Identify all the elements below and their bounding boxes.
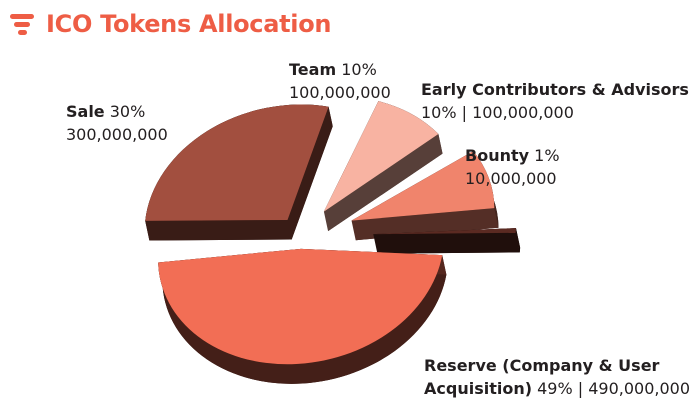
slice-bounty-edge: [373, 228, 521, 254]
label-early-contributors: Early Contributors & Advisors 10% | 100,…: [421, 78, 689, 124]
label-reserve: Reserve (Company & User Acquisition) 49%…: [424, 354, 690, 400]
label-team: Team 10% 100,000,000: [289, 58, 391, 104]
label-team-pct: 10%: [341, 60, 377, 79]
label-sale-name: Sale: [66, 102, 105, 121]
label-bounty-value: 10,000,000: [465, 169, 557, 188]
slice-team: [323, 101, 439, 212]
stacked-bars-logo-icon: [10, 14, 34, 35]
slice-reserve-wall: [158, 255, 447, 384]
slice-reserve: [158, 248, 443, 365]
label-bounty-name: Bounty: [465, 146, 530, 165]
label-bounty-pct: 1%: [534, 146, 560, 165]
label-early-name: Early Contributors & Advisors: [421, 80, 689, 99]
slice-sale: [145, 104, 329, 221]
slice-early-contributors: [351, 151, 495, 221]
label-team-name: Team: [289, 60, 337, 79]
label-team-value: 100,000,000: [289, 83, 391, 102]
label-reserve-name-1: Reserve (Company & User: [424, 356, 660, 375]
label-early-value: 10% | 100,000,000: [421, 103, 574, 122]
page-title: ICO Tokens Allocation: [46, 10, 332, 38]
label-sale-pct: 30%: [109, 102, 146, 121]
label-reserve-name-2: Acquisition): [424, 379, 533, 398]
slice-bounty: [373, 228, 516, 235]
label-sale-value: 300,000,000: [66, 125, 168, 144]
label-bounty: Bounty 1% 10,000,000: [465, 144, 560, 190]
label-sale: Sale 30% 300,000,000: [66, 100, 168, 146]
header: ICO Tokens Allocation: [10, 4, 332, 44]
label-reserve-value: 49% | 490,000,000: [537, 379, 691, 398]
slice-sale-edge: [145, 106, 333, 241]
slice-team-edge: [323, 101, 443, 232]
